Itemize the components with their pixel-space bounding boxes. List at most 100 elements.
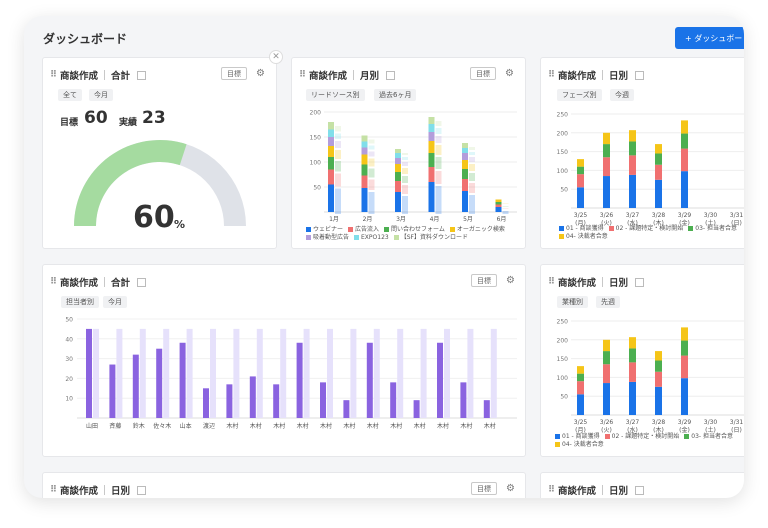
gear-icon[interactable]: ⚙ xyxy=(505,68,514,79)
monthly-bar-chart: 50 100 150 200 1月 2月 3月 4月 5月 6月 xyxy=(310,110,517,223)
x-tick-label: 木村 xyxy=(367,422,379,430)
drag-handle-icon[interactable]: ⠿ xyxy=(50,70,57,80)
bar-segment xyxy=(655,386,662,415)
gear-icon[interactable]: ⚙ xyxy=(256,68,265,79)
y-tick-label: 150 xyxy=(557,356,569,363)
legend-item[interactable]: 02 - 課題特定・検討開始 xyxy=(604,433,680,441)
bar-segment xyxy=(629,141,636,156)
bar-segment xyxy=(462,153,468,160)
external-link-icon[interactable] xyxy=(137,485,147,495)
bar-segment-compare xyxy=(335,188,341,214)
filter-chip-period[interactable]: 過去6ヶ月 xyxy=(374,89,417,101)
drag-handle-icon[interactable]: ⠿ xyxy=(299,70,306,80)
external-link-icon[interactable] xyxy=(137,277,147,287)
divider xyxy=(602,70,604,80)
legend-item[interactable]: オーガニック検索 xyxy=(449,226,505,234)
x-tick-label: 斉藤 xyxy=(109,422,121,430)
filter-chip-month[interactable]: 今月 xyxy=(89,89,113,101)
legend-item[interactable]: 吸着動型広告 xyxy=(306,234,349,242)
external-link-icon[interactable] xyxy=(137,70,147,80)
legend-item[interactable]: 【SF】資料ダウンロード xyxy=(393,234,468,242)
goal-button[interactable]: 目標 xyxy=(221,67,247,80)
x-tick-label: (火) xyxy=(601,220,612,227)
legend-item[interactable]: 04- 決裁者合意 xyxy=(559,233,608,241)
drag-handle-icon[interactable]: ⠿ xyxy=(50,277,57,287)
actual-bar xyxy=(249,376,256,418)
divider xyxy=(104,277,106,287)
y-tick-label: 200 xyxy=(557,130,569,137)
legend-item[interactable]: 02 - 課題特定・検討開始 xyxy=(608,225,683,233)
drag-handle-icon[interactable]: ⠿ xyxy=(548,485,555,495)
drag-handle-icon[interactable]: ⠿ xyxy=(548,70,555,80)
legend-item[interactable]: 04- 決裁者合意 xyxy=(555,441,604,449)
bar-segment xyxy=(681,378,688,415)
bar-segment-compare xyxy=(469,147,475,150)
goal-button[interactable]: 目標 xyxy=(471,274,497,287)
x-tick-label: 3/25 xyxy=(574,212,588,219)
actual-bar xyxy=(179,342,186,418)
bar-segment xyxy=(629,174,636,208)
filter-chip-week[interactable]: 今週 xyxy=(610,89,634,101)
bar-segment xyxy=(361,135,368,142)
actual-bar xyxy=(156,348,163,418)
external-link-icon[interactable] xyxy=(635,485,645,495)
external-link-icon[interactable] xyxy=(635,277,645,287)
legend-item[interactable]: 01 - 商談獲得 xyxy=(559,225,604,233)
filter-chip-source[interactable]: リードソース別 xyxy=(306,89,365,101)
goal-bar xyxy=(397,328,404,418)
bar-segment xyxy=(428,167,435,182)
card-by-owner: ⠿ 商談作成 合計 目標 ⚙ 担当者別 今月 10 20 30 40 50 山田 斉藤 鈴木佐… xyxy=(42,264,526,457)
x-tick-label: (土) xyxy=(705,426,716,434)
goal-button[interactable]: 目標 xyxy=(470,67,496,80)
legend-item[interactable]: 01 - 商談獲得 xyxy=(555,433,600,441)
x-tick-label: 3/26 xyxy=(600,419,614,426)
x-tick-label: (金) xyxy=(679,426,690,434)
filter-chip-owner[interactable]: 担当者別 xyxy=(61,296,99,308)
actual-bar xyxy=(483,400,490,418)
filter-chip-phase[interactable]: フェーズ別 xyxy=(557,89,602,101)
bar-segment xyxy=(462,191,468,212)
x-tick-label: 3/29 xyxy=(678,212,692,219)
x-tick-label: 佐々木 xyxy=(153,422,171,430)
legend-label: 02 - 課題特定・検討開始 xyxy=(611,433,680,440)
filter-chip-industry[interactable]: 業種別 xyxy=(557,296,588,308)
drag-handle-icon[interactable]: ⠿ xyxy=(548,277,555,287)
legend-item[interactable]: 問い合わせフォーム xyxy=(384,226,445,234)
legend-item[interactable]: 広告流入 xyxy=(348,226,379,234)
bar-segment xyxy=(428,182,435,212)
bar-segment xyxy=(577,174,584,188)
x-tick-label: 木村 xyxy=(250,422,262,430)
x-tick-label: 木村 xyxy=(414,422,426,430)
divider xyxy=(602,277,604,287)
legend-label: 吸着動型広告 xyxy=(313,234,350,241)
bar-segment-compare xyxy=(335,161,341,172)
close-icon[interactable]: ✕ xyxy=(269,50,283,64)
x-tick-label: 3/27 xyxy=(626,212,640,219)
card-daily-phase: ⠿ 商談作成 日別 フェーズ別 今週 50 100 150 200 250 3/25 (月)… xyxy=(540,57,744,249)
legend-item[interactable]: 03- 担当者合意 xyxy=(688,225,737,233)
goal-bar xyxy=(116,328,123,418)
filter-chip-month[interactable]: 今月 xyxy=(103,296,127,308)
legend-item[interactable]: 03- 担当者合意 xyxy=(684,433,733,441)
x-tick-label: 3/30 xyxy=(704,212,718,219)
x-tick-label: 6月 xyxy=(497,216,507,223)
bar-segment-compare xyxy=(335,141,341,148)
filter-chip-all[interactable]: 全て xyxy=(58,89,82,101)
bar-segment xyxy=(603,364,610,384)
add-dashboard-button[interactable]: + ダッシュボード xyxy=(675,27,744,49)
gear-icon[interactable]: ⚙ xyxy=(506,483,515,494)
filter-chip-lastweek[interactable]: 先週 xyxy=(596,296,620,308)
x-tick-label: 3/31 xyxy=(730,212,744,219)
drag-handle-icon[interactable]: ⠿ xyxy=(50,485,57,495)
legend-item[interactable]: ウェビナー xyxy=(306,226,343,234)
actual-label: 実績 xyxy=(119,118,138,128)
goal-button[interactable]: 目標 xyxy=(471,482,497,495)
external-link-icon[interactable] xyxy=(635,70,645,80)
legend-item[interactable]: EXPO123 xyxy=(354,234,389,242)
bar-segment xyxy=(655,144,662,154)
card-header: ⠿ 商談作成 日別 xyxy=(548,483,645,497)
bar-segment-compare xyxy=(402,162,408,166)
gear-icon[interactable]: ⚙ xyxy=(506,275,515,286)
card-daily-industry: ⠿ 商談作成 日別 業種別 先週 50 100 150 200 250 3/25 (月) 3/… xyxy=(540,264,744,457)
external-link-icon[interactable] xyxy=(386,70,396,80)
